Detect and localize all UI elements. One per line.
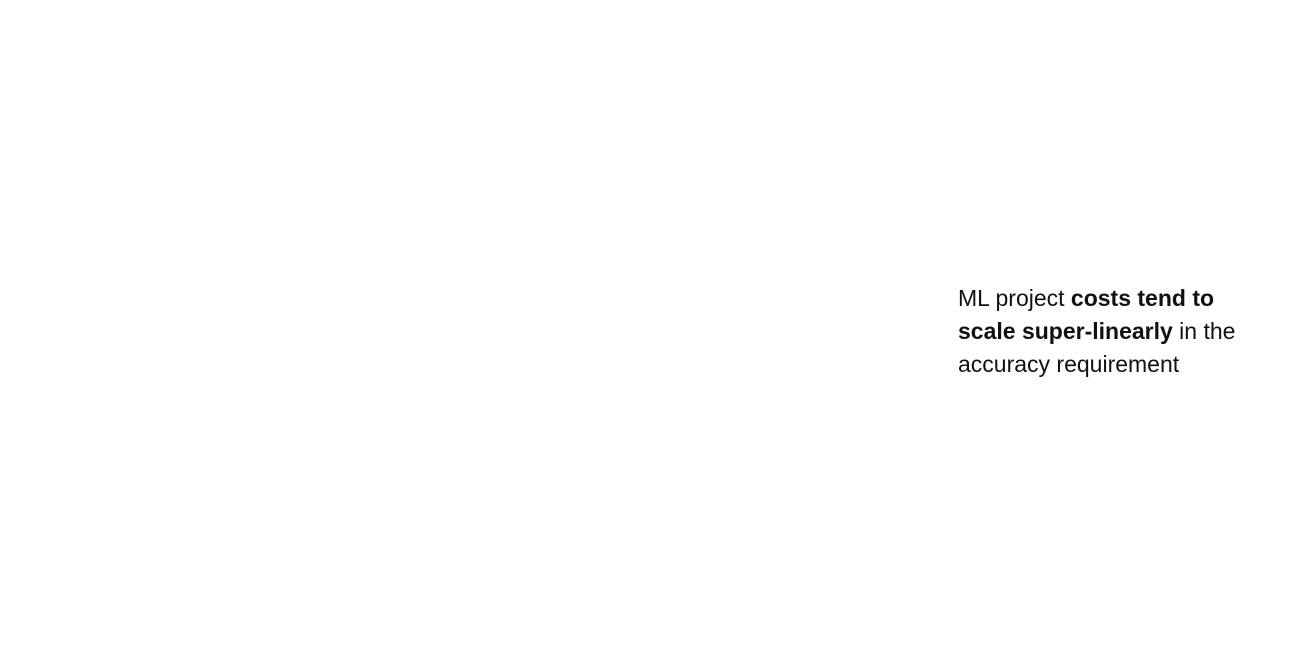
annotation-bold: costs tend to scale super-linearly — [958, 285, 1215, 344]
y-axis-label: Project — [157, 329, 235, 355]
x-tick-label: 50% — [273, 575, 319, 601]
cost-curve — [295, 204, 868, 547]
x-tick-label: 90% — [463, 575, 509, 601]
x-tick-label: 99.9% — [833, 575, 898, 601]
y-axis-label: cost — [172, 362, 220, 388]
annotation-text: ML project — [958, 285, 1071, 311]
x-tick-label: … — [1045, 575, 1068, 601]
annotation: ML project costs tend to scale super-lin… — [958, 282, 1258, 381]
annotation-text: in the accuracy requirement — [958, 318, 1236, 377]
x-axis-label: Required accuracy — [554, 616, 760, 642]
bottom-band — [18, 612, 1288, 660]
x-tick-label: 99% — [653, 575, 699, 601]
chart-title: Why are accuracy requirements so importa… — [178, 15, 1119, 67]
